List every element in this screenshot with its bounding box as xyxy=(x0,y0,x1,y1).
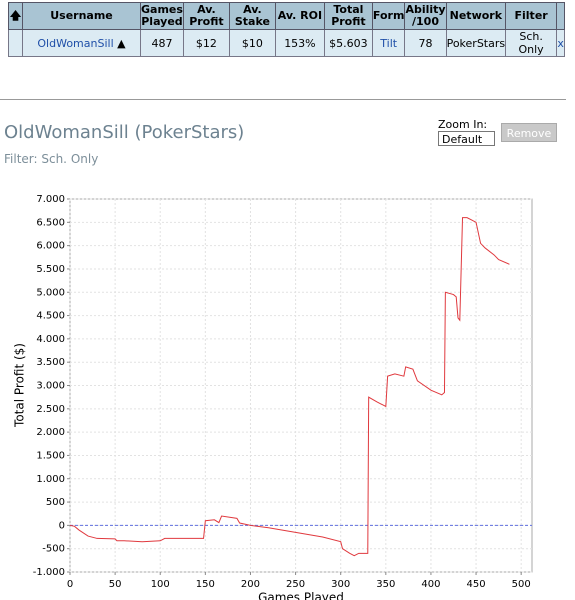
y-tick-label: 5.000 xyxy=(36,287,65,298)
y-tick-label: -1.000 xyxy=(33,567,65,578)
y-axis-label: Total Profit ($) xyxy=(13,343,27,428)
col-head[interactable]: Network xyxy=(445,2,507,30)
x-tick-label: 300 xyxy=(331,579,350,590)
x-tick-label: 150 xyxy=(196,579,215,590)
y-tick-label: 7.000 xyxy=(36,194,65,205)
profit-line xyxy=(69,217,510,557)
col-head[interactable]: Username xyxy=(22,2,141,30)
col-head[interactable]: Filter xyxy=(505,2,558,30)
y-tick-label: 4.500 xyxy=(36,311,65,322)
close-link[interactable]: x xyxy=(557,36,564,50)
col-head[interactable]: Total Profit xyxy=(323,2,373,30)
data-row: OldWomanSill ▲ 487 $12 $10 153% $5.603 T… xyxy=(8,29,566,57)
x-tick-label: 250 xyxy=(286,579,305,590)
x-tick-label: 400 xyxy=(421,579,440,590)
x-tick-label: 100 xyxy=(151,579,170,590)
y-tick-label: 0 xyxy=(59,520,65,531)
divider xyxy=(0,99,566,100)
y-tick-label: 6.000 xyxy=(36,241,65,252)
y-tick-label: 2.500 xyxy=(36,404,65,415)
y-tick-label: -500 xyxy=(42,544,65,555)
filter: Filter: Sch. Only xyxy=(4,152,99,166)
cell: $12 xyxy=(182,29,230,57)
y-tick-label: 6.500 xyxy=(36,217,65,228)
remove-button[interactable]: Remove xyxy=(501,123,557,142)
zoom-select[interactable]: Default xyxy=(438,131,495,146)
cell: PokerStars xyxy=(445,29,507,57)
ship-icon: ▲ xyxy=(117,36,126,50)
cell[interactable]: Tilt xyxy=(371,29,406,57)
stats-table: 🡅 Username Games Played Av. Profit Av. S… xyxy=(8,2,566,57)
cell: 78 xyxy=(404,29,447,57)
x-tick-label: 50 xyxy=(109,579,122,590)
y-tick-label: 2.000 xyxy=(36,427,65,438)
y-tick-label: 3.000 xyxy=(36,381,65,392)
header-row: 🡅 Username Games Played Av. Profit Av. S… xyxy=(8,2,566,30)
cell[interactable]: OldWomanSill ▲ xyxy=(22,29,141,57)
x-tick-label: 450 xyxy=(467,579,486,590)
zoom-label: Zoom In: xyxy=(438,118,488,131)
cell: 487 xyxy=(140,29,184,57)
y-tick-label: 500 xyxy=(46,497,65,508)
y-tick-label: 1.500 xyxy=(36,450,65,461)
cell xyxy=(8,29,23,57)
cell: $5.603 xyxy=(323,29,373,57)
x-tick-label: 500 xyxy=(512,579,531,590)
title: OldWomanSill (PokerStars) xyxy=(4,122,245,143)
username[interactable]: OldWomanSill xyxy=(37,36,114,50)
y-tick-label: 3.500 xyxy=(36,357,65,368)
col-head[interactable]: Av. Profit xyxy=(182,2,230,30)
x-tick-label: 350 xyxy=(376,579,395,590)
cell: 153% xyxy=(274,29,325,57)
form-link[interactable]: Tilt xyxy=(380,36,398,50)
x-tick-label: 200 xyxy=(241,579,260,590)
y-tick-label: 5.500 xyxy=(36,264,65,275)
col-head[interactable]: Form xyxy=(371,2,406,30)
close[interactable]: x xyxy=(556,29,566,57)
cell: Sch. Only xyxy=(505,29,558,57)
y-tick-label: 4.000 xyxy=(36,334,65,345)
x-axis-label: Games Played xyxy=(258,591,344,600)
col-head[interactable]: Ability /100 xyxy=(404,2,447,30)
x-tick-label: 0 xyxy=(67,579,73,590)
col-head[interactable]: Av. ROI xyxy=(274,2,325,30)
y-tick-label: 1.000 xyxy=(36,474,65,485)
